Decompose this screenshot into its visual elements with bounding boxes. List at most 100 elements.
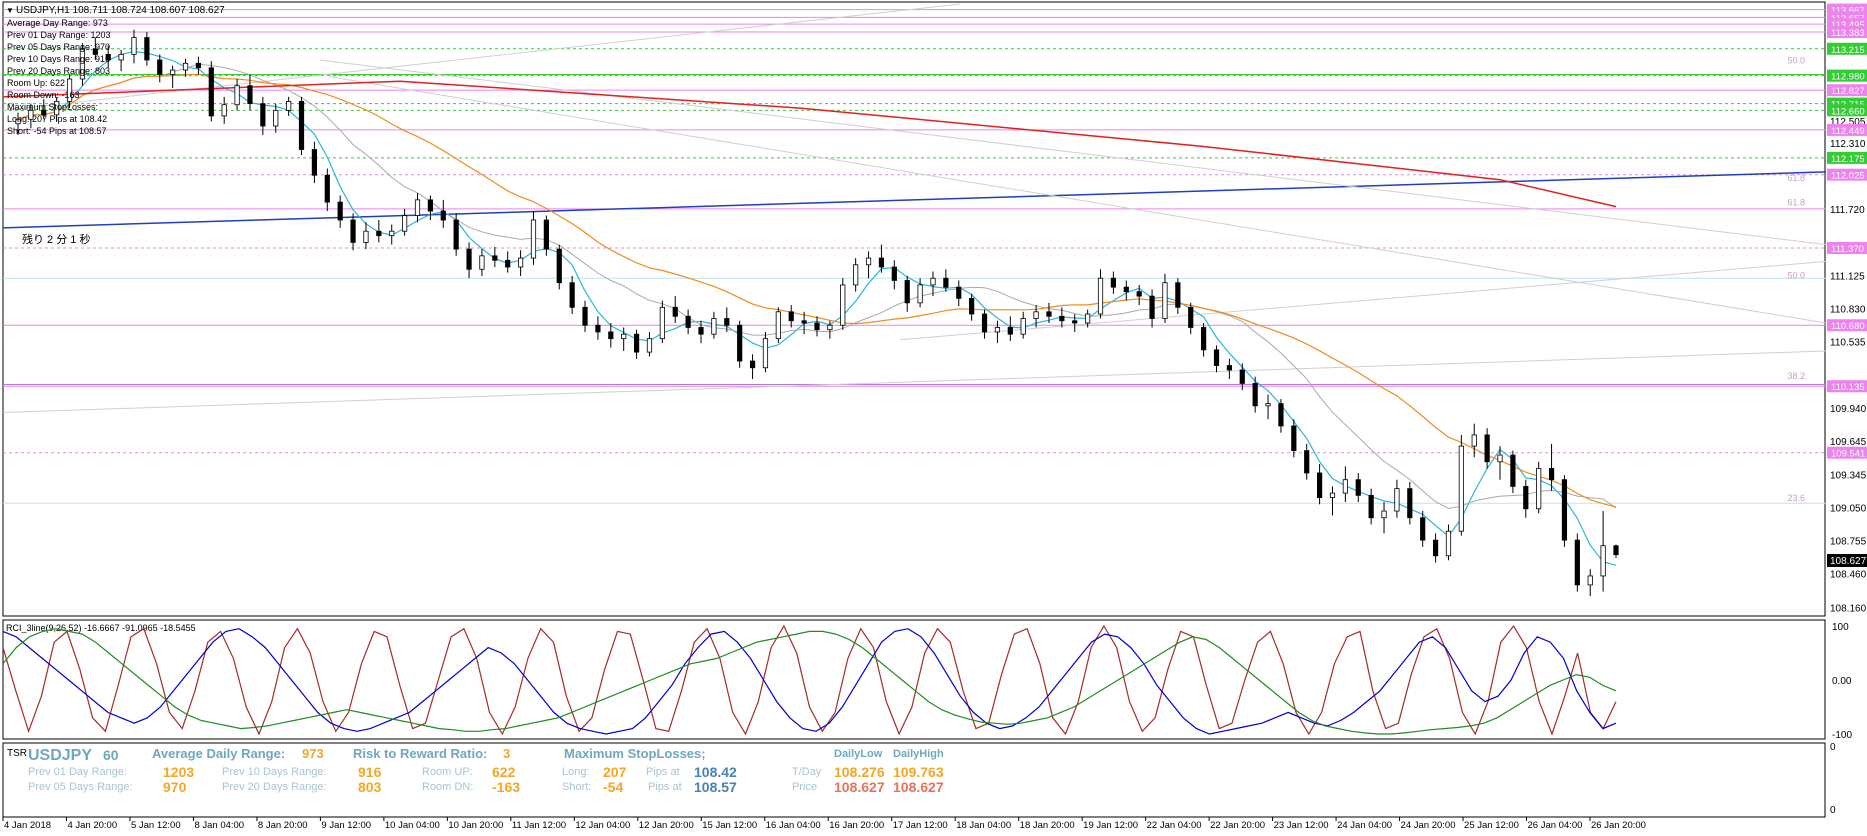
candle: [1059, 307, 1065, 328]
candle: [582, 300, 588, 332]
tday-label: T/Day: [792, 766, 822, 778]
candle: [260, 96, 266, 135]
fib-label: 23.6: [1787, 493, 1805, 503]
time-tick: 4 Jan 20:00: [67, 820, 117, 831]
collapse-triangle-icon[interactable]: ▼: [6, 6, 14, 15]
rci-tick: 100: [1832, 622, 1849, 633]
candle: [1162, 273, 1168, 323]
price-panel[interactable]: [2, 1, 1826, 617]
svg-text:113.495: 113.495: [1831, 20, 1865, 31]
trend-line: [2, 171, 1827, 229]
tsr-panel[interactable]: [2, 742, 1826, 818]
level-tag: 113.383: [1827, 25, 1867, 39]
short-pips-label: Pips at: [648, 781, 682, 793]
level-tag: 113.215: [1827, 42, 1867, 56]
candle: [1136, 284, 1142, 306]
horizontal-levels: [3, 9, 1826, 504]
candle: [1407, 481, 1413, 525]
prev20-value: 803: [358, 779, 382, 795]
long-label: Long:: [562, 766, 590, 778]
info-line: Prev 10 Days Range: 916: [7, 54, 110, 64]
candle: [1072, 314, 1078, 332]
candle: [853, 258, 859, 292]
candle: [1420, 511, 1426, 547]
candle: [41, 99, 47, 120]
candle: [737, 320, 743, 368]
svg-text:112.980: 112.980: [1831, 72, 1865, 83]
prev10-value: 916: [358, 764, 382, 780]
candle: [221, 96, 227, 124]
candle: [427, 195, 433, 221]
candle: [569, 275, 575, 315]
candle: [827, 320, 833, 339]
time-tick: 5 Jan 12:00: [131, 820, 181, 831]
candle: [814, 316, 820, 337]
candle: [1201, 322, 1207, 357]
candle: [788, 305, 794, 328]
short-value: -54: [603, 779, 623, 795]
time-tick: 22 Jan 04:00: [1147, 820, 1202, 831]
candle: [1368, 488, 1374, 525]
rci-axis: 100 0.00 -100: [1832, 622, 1852, 741]
candle: [479, 249, 485, 276]
rci-tick: -100: [1832, 730, 1852, 741]
price-tick: 109.645: [1830, 437, 1867, 448]
candle: [904, 275, 910, 312]
time-tick: 12 Jan 04:00: [575, 820, 630, 831]
candle: [15, 112, 21, 135]
candle: [1548, 443, 1555, 491]
candle: [917, 278, 923, 308]
candle: [930, 271, 936, 297]
candle: [672, 296, 678, 323]
time-tick: 24 Jan 04:00: [1337, 820, 1392, 831]
trend-line: [2, 350, 1827, 414]
candle: [1613, 544, 1619, 559]
candle: [298, 96, 305, 156]
current-price-label: 108.627: [1830, 556, 1867, 567]
tsr-period: 60: [103, 747, 119, 763]
prev20-label: Prev 20 Days Range:: [222, 781, 327, 793]
time-tick: 15 Jan 12:00: [702, 820, 757, 831]
svg-text:109.541: 109.541: [1831, 449, 1865, 460]
candle: [1574, 533, 1580, 592]
rci-panel[interactable]: [2, 619, 1826, 740]
candle: [659, 300, 665, 344]
candle: [1046, 302, 1052, 323]
candle: [208, 61, 214, 122]
candle: [1484, 428, 1490, 469]
fib-label: 50.0: [1787, 56, 1805, 66]
candle: [54, 96, 60, 122]
level-tags: 113.667113.657113.495113.383113.215112.9…: [1827, 3, 1867, 460]
prev01-value: 1203: [163, 764, 194, 780]
candle: [1085, 309, 1091, 328]
tsr-info: TSR USDJPY 60 Average Daily Range: 973 R…: [7, 746, 944, 764]
candle: [157, 54, 163, 83]
price-tick: 108.755: [1830, 537, 1867, 548]
price-tick: 111.125: [1830, 271, 1865, 282]
candle: [324, 168, 330, 212]
time-axis: 4 Jan 2018 4 Jan 20:00 5 Jan 12:00 8 Jan 04…: [2, 817, 1646, 831]
fib-label: 50.0: [1787, 270, 1805, 280]
candle: [840, 278, 846, 330]
trend-line: [319, 59, 1827, 246]
candle: [1510, 450, 1516, 494]
tsr-axis-bottom: 0: [1830, 805, 1836, 816]
tsr-axis-top: 0: [1830, 742, 1836, 753]
fib-label: 38.2: [1787, 371, 1805, 381]
level-tag: 112.175: [1827, 151, 1867, 165]
candle: [621, 327, 627, 351]
svg-text:113.215: 113.215: [1831, 45, 1865, 56]
candle: [1445, 524, 1452, 561]
candle: [1561, 475, 1568, 547]
candle: [1123, 280, 1129, 301]
time-tick: 9 Jan 12:00: [321, 820, 371, 831]
roomup-label: Room UP:: [422, 766, 473, 778]
candle: [633, 329, 640, 359]
candle: [1304, 443, 1310, 480]
candle: [969, 293, 975, 321]
fibonacci-labels: 50.0 61.8 61.8 50.0 38.2 23.6: [1787, 56, 1805, 504]
candle: [1523, 479, 1529, 518]
roomdn-value: -163: [492, 779, 520, 795]
candle: [402, 208, 408, 236]
